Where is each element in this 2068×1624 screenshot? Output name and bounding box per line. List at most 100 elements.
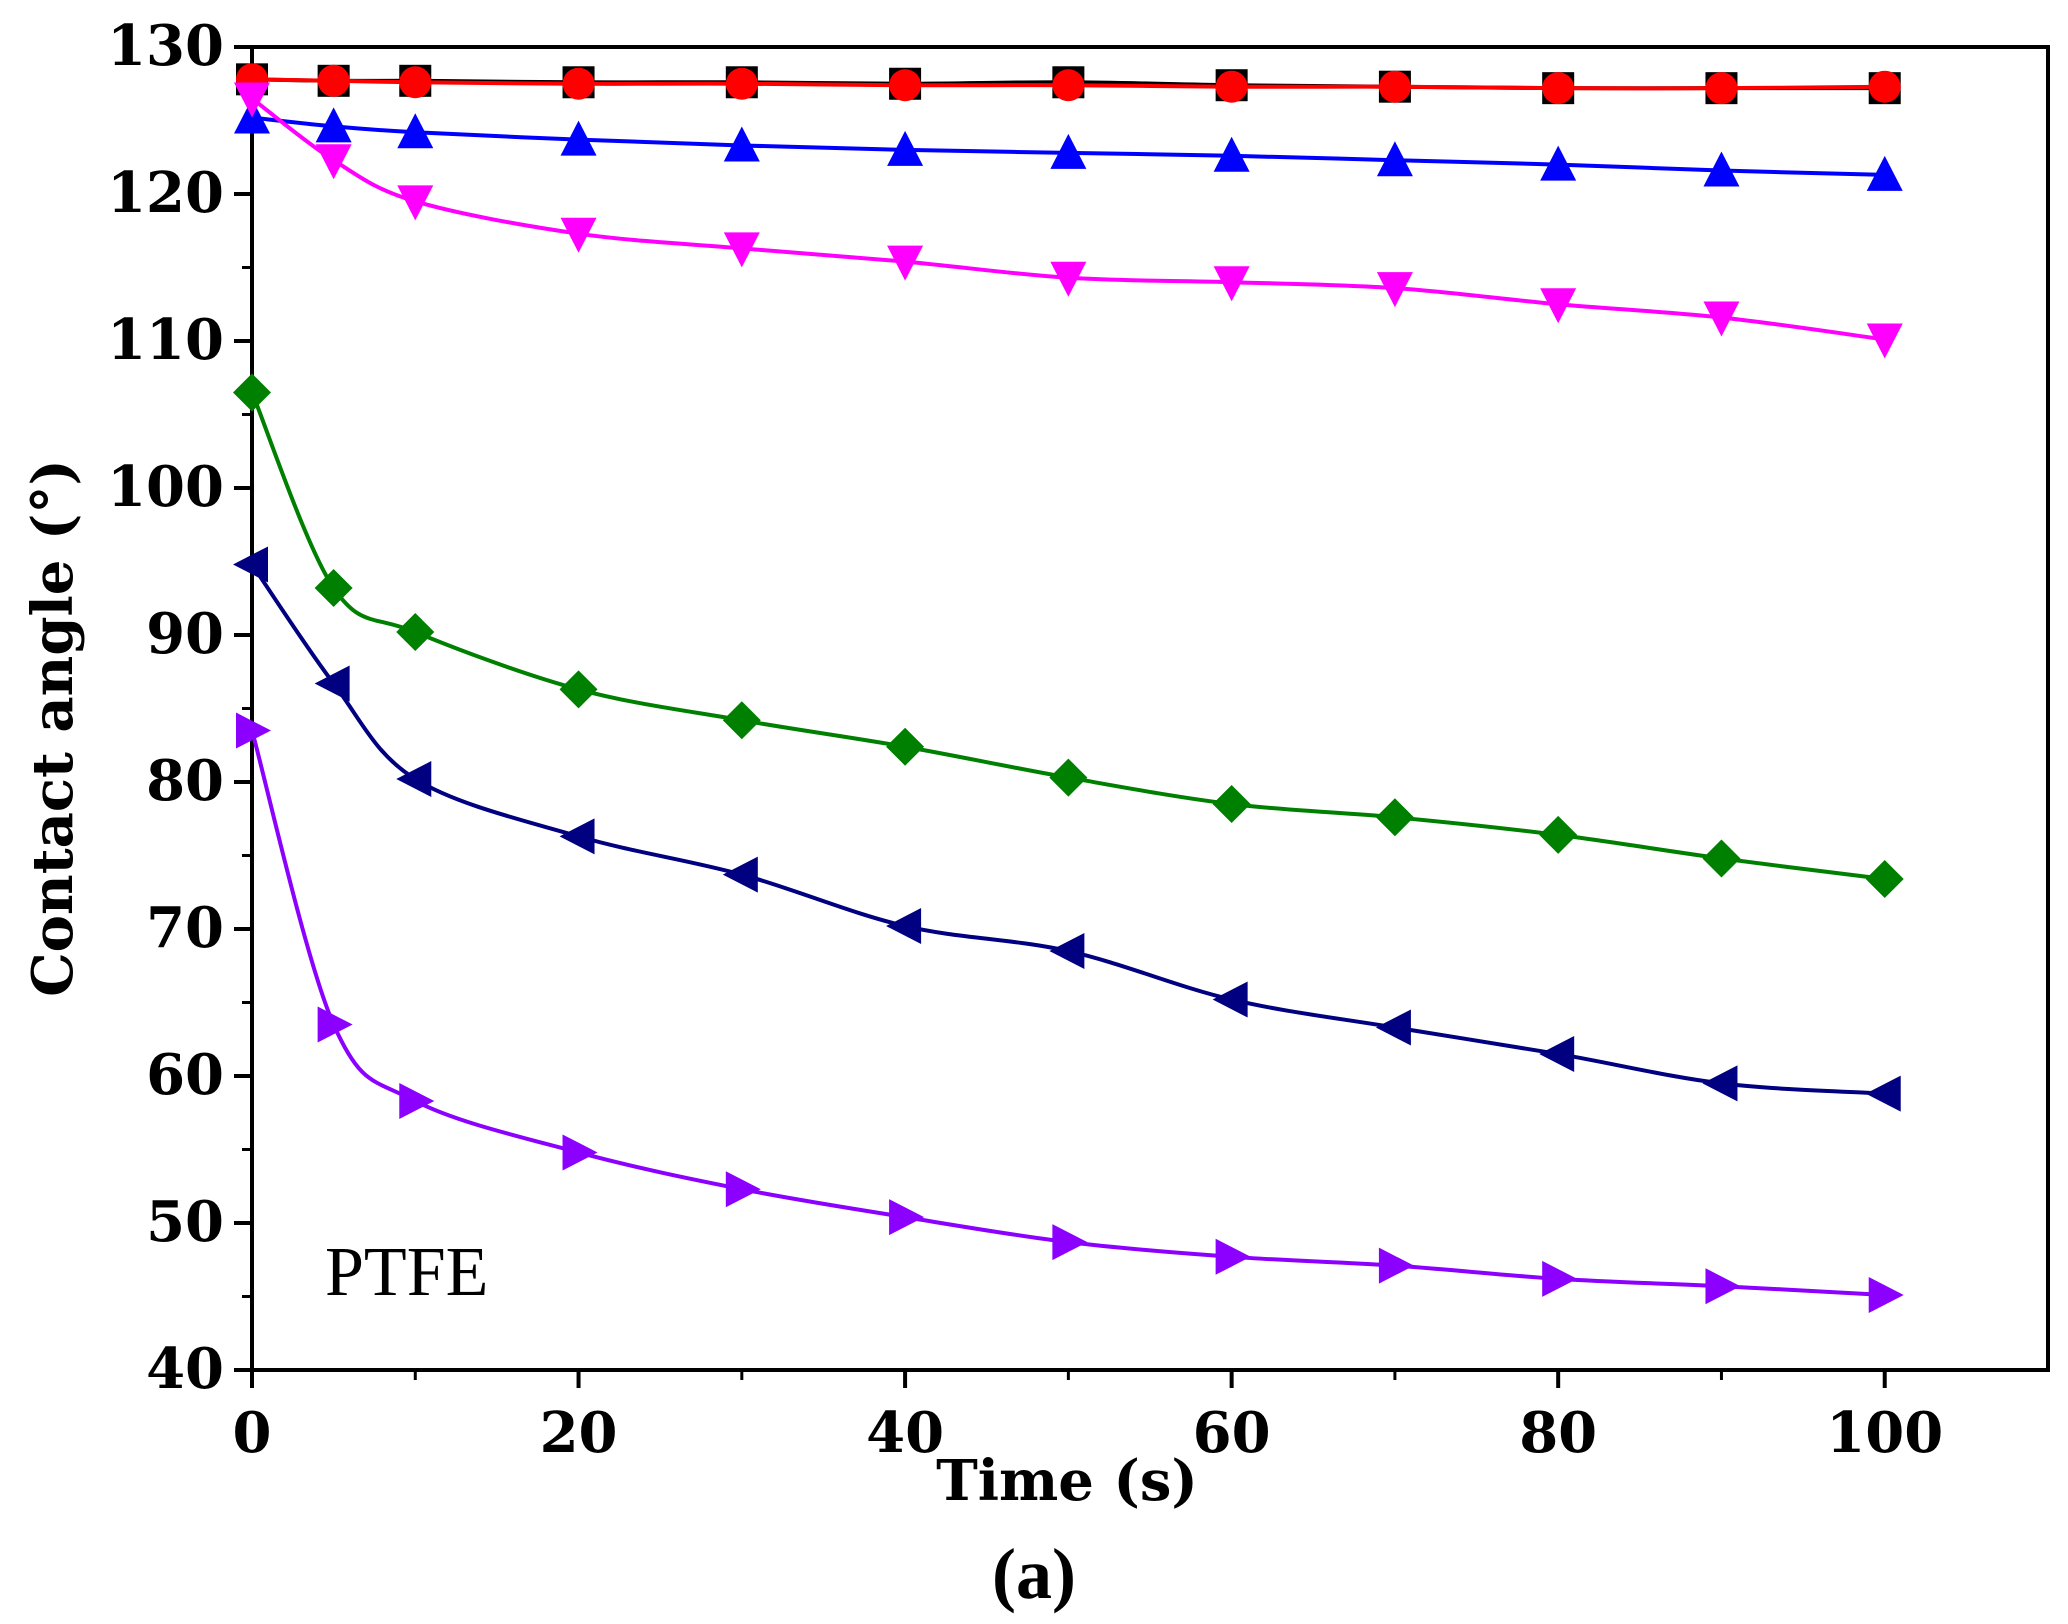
series-triangle-up bbox=[234, 98, 1903, 191]
data-point bbox=[1705, 72, 1738, 105]
data-point bbox=[725, 67, 758, 100]
data-point bbox=[1705, 1268, 1741, 1305]
y-axis-title: Contact angle (°) bbox=[20, 459, 86, 997]
x-tick-label: 60 bbox=[1193, 1400, 1271, 1466]
series-line bbox=[251, 115, 1885, 177]
data-point bbox=[1213, 266, 1250, 302]
data-point bbox=[1542, 1260, 1578, 1297]
data-point bbox=[559, 818, 595, 855]
data-point bbox=[1868, 70, 1901, 103]
data-point bbox=[1213, 136, 1250, 172]
y-tick-label: 80 bbox=[146, 748, 224, 814]
data-point bbox=[559, 670, 598, 709]
data-point bbox=[1050, 261, 1087, 297]
x-tick-label: 20 bbox=[540, 1400, 618, 1466]
data-point bbox=[1866, 323, 1903, 359]
data-point bbox=[1052, 1224, 1088, 1261]
data-point bbox=[233, 546, 268, 583]
annotation-label: PTFE bbox=[325, 1234, 488, 1311]
y-tick-label: 130 bbox=[107, 13, 224, 79]
data-point bbox=[315, 107, 352, 143]
plot-border bbox=[250, 45, 2050, 1372]
series-circle bbox=[236, 63, 1901, 105]
data-point bbox=[1376, 272, 1413, 308]
data-point bbox=[1049, 758, 1088, 797]
x-tick-label: 0 bbox=[233, 1400, 272, 1466]
panel-label: (a) bbox=[992, 1534, 1076, 1614]
data-point bbox=[317, 1006, 353, 1043]
data-point bbox=[889, 69, 922, 102]
x-tick-label: 40 bbox=[866, 1400, 944, 1466]
data-point bbox=[562, 1134, 598, 1171]
data-point bbox=[1703, 301, 1740, 337]
data-point bbox=[1540, 288, 1577, 324]
data-point bbox=[234, 82, 270, 118]
x-tick-label: 100 bbox=[1826, 1400, 1943, 1466]
axis-ticks bbox=[234, 45, 1887, 1388]
data-point bbox=[1865, 860, 1904, 899]
data-point bbox=[1540, 145, 1577, 181]
data-point bbox=[560, 120, 597, 156]
y-tick-label: 110 bbox=[107, 307, 224, 373]
data-point bbox=[233, 373, 271, 412]
data-point bbox=[1215, 70, 1248, 103]
data-point bbox=[1375, 798, 1414, 837]
data-point bbox=[397, 113, 434, 149]
data-point bbox=[236, 712, 271, 749]
data-point bbox=[1539, 1035, 1575, 1072]
y-tick-label: 40 bbox=[146, 1336, 224, 1402]
series-diamond bbox=[233, 373, 1904, 899]
data-point bbox=[1866, 155, 1903, 191]
data-point bbox=[889, 1199, 925, 1236]
data-point bbox=[1212, 785, 1251, 824]
y-tick-label: 120 bbox=[107, 160, 224, 226]
data-point bbox=[399, 1082, 435, 1119]
data-point bbox=[314, 568, 353, 607]
series-line bbox=[250, 391, 1885, 882]
series-line bbox=[250, 730, 1885, 1298]
data-point bbox=[887, 245, 924, 281]
series-line bbox=[250, 563, 1885, 1096]
axis-tick-labels: 0 20 40 60 80 100 40 50 60 70 80 90 100 110 120 130 bbox=[107, 13, 1943, 1466]
data-point bbox=[1703, 151, 1740, 187]
data-point bbox=[725, 1171, 761, 1208]
data-point bbox=[723, 232, 760, 268]
data-point bbox=[1539, 815, 1578, 854]
data-point bbox=[1702, 1065, 1738, 1102]
data-point bbox=[722, 856, 758, 893]
series-triangle-right bbox=[236, 712, 1904, 1314]
series-triangle-left bbox=[233, 546, 1901, 1112]
y-tick-label: 50 bbox=[146, 1189, 224, 1255]
data-point bbox=[887, 130, 924, 166]
series-triangle-down bbox=[234, 82, 1903, 359]
data-point bbox=[1542, 72, 1575, 105]
data-point bbox=[722, 701, 761, 740]
data-point bbox=[1868, 1277, 1904, 1314]
plot-frame bbox=[250, 45, 2050, 1372]
data-point bbox=[396, 761, 432, 798]
y-tick-label: 60 bbox=[146, 1042, 224, 1108]
data-point bbox=[397, 185, 434, 221]
y-tick-label: 70 bbox=[146, 895, 224, 961]
data-point bbox=[886, 727, 925, 766]
data-point bbox=[886, 908, 922, 945]
data-point bbox=[1212, 981, 1248, 1018]
data-point bbox=[1378, 70, 1411, 103]
y-tick-label: 100 bbox=[107, 454, 224, 520]
x-axis-title: Time (s) bbox=[936, 1448, 1198, 1514]
data-point bbox=[1378, 1247, 1414, 1284]
data-point bbox=[399, 66, 432, 99]
y-tick-label: 90 bbox=[146, 601, 224, 667]
data-point bbox=[562, 67, 595, 100]
data-point bbox=[396, 613, 435, 652]
data-point bbox=[1049, 933, 1085, 970]
data-point bbox=[723, 126, 760, 162]
data-point bbox=[1052, 69, 1085, 102]
data-point bbox=[1702, 839, 1741, 878]
data-point bbox=[1050, 133, 1087, 169]
data-point bbox=[317, 64, 350, 97]
x-tick-label: 80 bbox=[1519, 1400, 1597, 1466]
data-point bbox=[1865, 1075, 1901, 1112]
series-layer bbox=[233, 63, 1904, 1314]
